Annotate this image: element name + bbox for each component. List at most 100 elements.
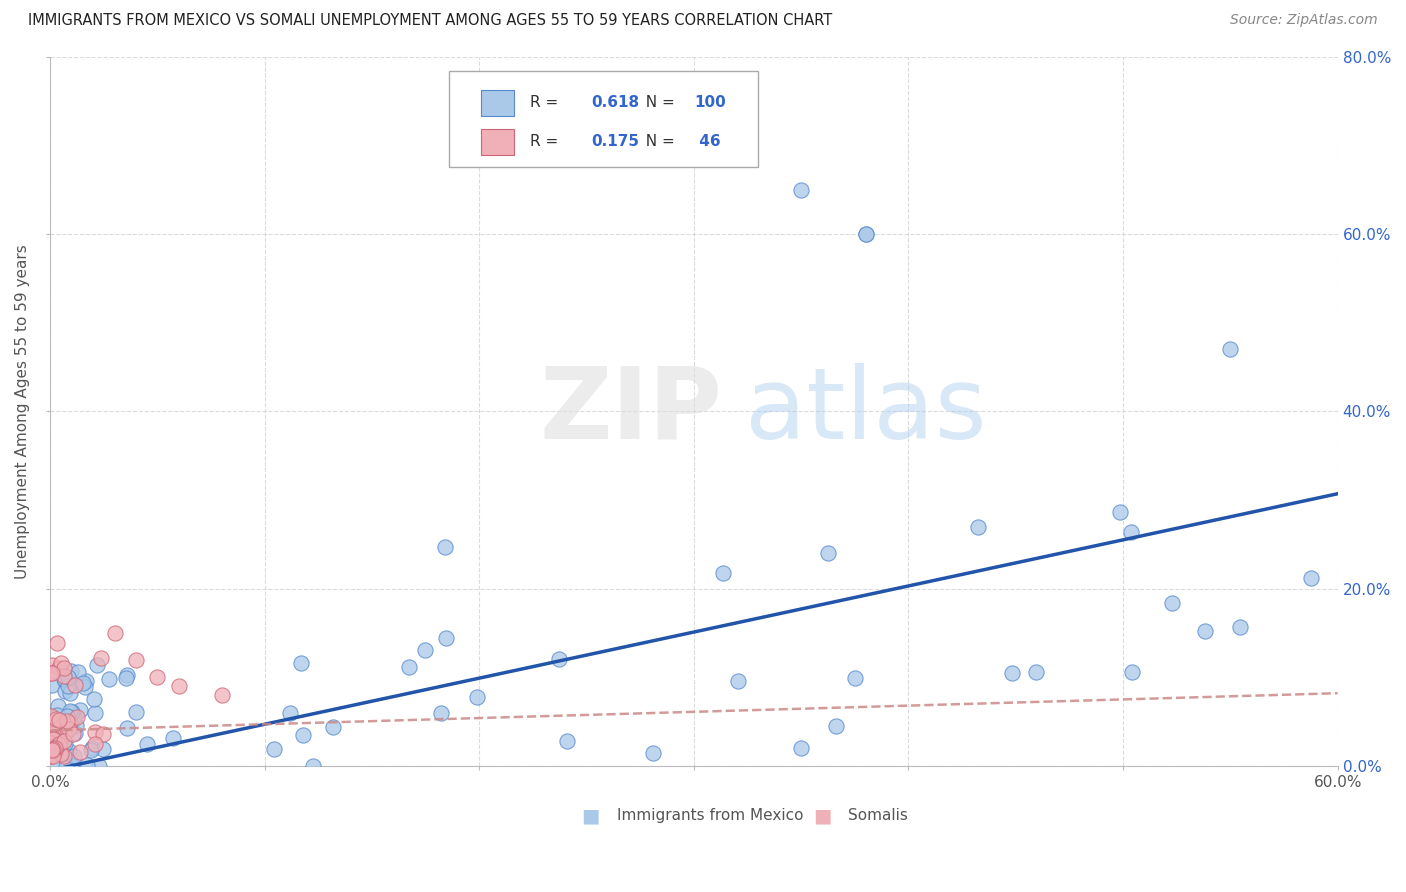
Point (59, 715, 82, 730)
Point (58, 722, 80, 736)
Point (45, 708, 67, 723)
Point (413, 643, 436, 657)
Point (56, 714, 79, 729)
Text: ■: ■ (814, 806, 832, 825)
Point (59, 686, 82, 700)
Text: N =: N = (636, 135, 679, 149)
Point (290, 656, 312, 670)
Point (84, 725, 107, 739)
Point (322, 720, 344, 734)
Point (825, 719, 848, 733)
Point (63, 749, 86, 764)
Point (39, 666, 62, 681)
Point (555, 733, 578, 747)
Point (1229, 620, 1251, 634)
Point (52, 728, 75, 742)
Point (53, 674, 76, 689)
Point (46, 699, 69, 714)
Point (72, 676, 94, 690)
Point (162, 731, 184, 745)
Text: Somalis: Somalis (848, 808, 908, 823)
Point (80, 740, 103, 755)
Point (59, 673, 82, 687)
Point (83, 691, 105, 706)
Point (58, 704, 80, 718)
Point (1001, 666, 1024, 681)
Point (641, 746, 664, 760)
Point (46, 737, 69, 751)
Point (90, 650, 112, 665)
Point (48, 737, 70, 751)
FancyBboxPatch shape (481, 129, 513, 154)
Point (75, 674, 97, 689)
Point (86, 658, 108, 673)
Point (44, 741, 66, 756)
Point (42, 741, 65, 756)
Point (49, 730, 72, 744)
Point (117, 721, 139, 735)
Point (817, 546, 839, 560)
Point (97, 672, 120, 686)
Point (42, 749, 65, 764)
Point (83, 737, 105, 751)
Point (967, 520, 990, 534)
Point (56, 679, 79, 693)
Point (844, 672, 866, 686)
Text: 46: 46 (695, 135, 720, 149)
Text: atlas: atlas (745, 363, 987, 459)
Point (52, 668, 75, 682)
Point (115, 671, 138, 685)
Point (60, 705, 83, 719)
Point (42, 716, 65, 731)
Point (58, 744, 80, 758)
Point (125, 652, 148, 666)
Point (76, 757, 98, 772)
Point (434, 631, 457, 645)
Text: R =: R = (530, 95, 564, 111)
Point (87, 759, 110, 773)
Point (41, 678, 63, 692)
Point (56, 715, 79, 730)
Point (48, 661, 70, 675)
Point (42, 731, 65, 746)
Point (790, 741, 813, 756)
Point (291, 728, 314, 742)
Point (52, 748, 75, 763)
Text: N =: N = (636, 95, 679, 111)
Point (263, 742, 285, 756)
Point (301, 759, 323, 773)
Point (117, 668, 139, 682)
Point (58, 720, 80, 734)
Point (91, 727, 114, 741)
Point (80, 743, 103, 757)
Point (60, 664, 83, 678)
Point (1299, 571, 1322, 585)
Point (548, 652, 571, 666)
Point (62, 759, 84, 773)
Y-axis label: Unemployment Among Ages 55 to 59 years: Unemployment Among Ages 55 to 59 years (15, 244, 30, 579)
Point (1121, 665, 1143, 680)
Point (49, 723, 72, 737)
Point (41, 733, 63, 747)
Point (398, 659, 420, 673)
Point (41, 731, 63, 745)
Point (56, 709, 79, 723)
Point (51, 747, 73, 761)
Point (63, 709, 86, 723)
Point (53, 736, 76, 750)
Point (434, 540, 457, 554)
Point (39, 736, 62, 750)
Point (46, 636, 69, 650)
Point (45, 712, 67, 726)
Point (855, 227, 877, 241)
Point (83, 706, 105, 721)
Text: 0.618: 0.618 (591, 95, 638, 111)
Point (41, 747, 63, 762)
Point (465, 690, 488, 704)
Point (45, 739, 67, 754)
Text: 100: 100 (695, 95, 725, 111)
Point (62, 759, 84, 773)
Point (53, 684, 76, 698)
Point (49, 656, 72, 670)
Point (63, 678, 86, 692)
